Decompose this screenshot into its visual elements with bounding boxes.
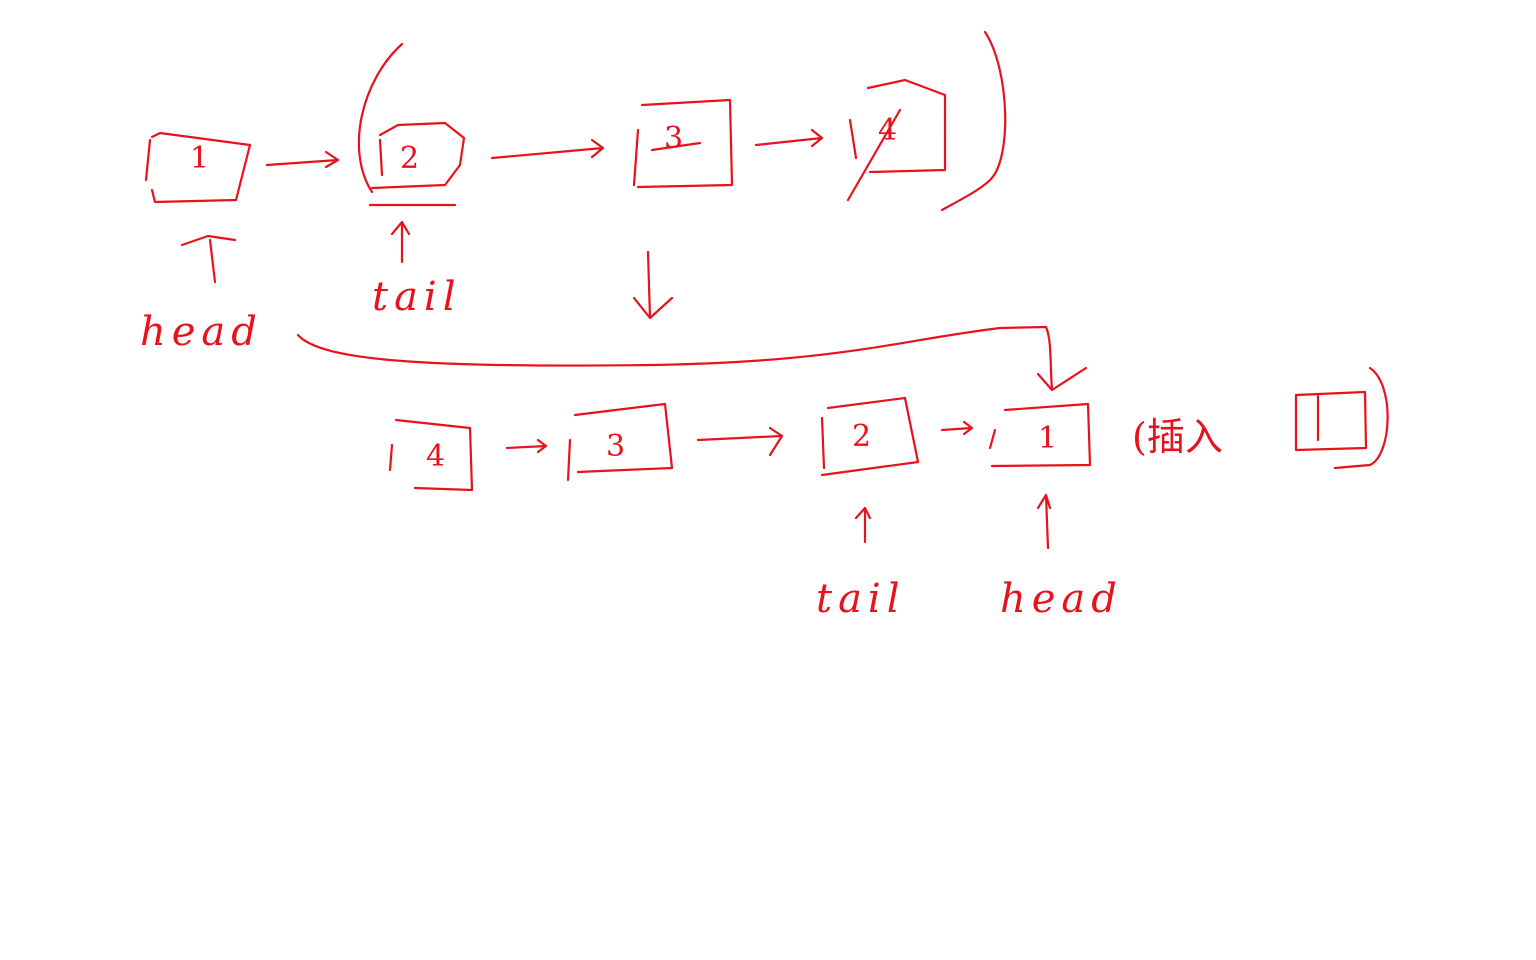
bottom-tail-label: tail <box>816 576 906 622</box>
group-bracket-left <box>357 42 404 194</box>
top-node-4-value: 4 <box>878 113 897 148</box>
bottom-node-1: 1 <box>988 402 1092 468</box>
transform-arrow-down <box>632 250 674 320</box>
top-node-4: 4 <box>846 78 947 202</box>
bottom-node-2-value: 2 <box>852 419 871 454</box>
top-arrow-1-2 <box>265 150 340 169</box>
top-node-2: 2 <box>368 121 466 207</box>
bottom-head-arrow <box>1036 493 1052 550</box>
bottom-node-3: 3 <box>566 402 674 482</box>
top-node-2-box <box>368 121 466 207</box>
bottom-arrow-3-2 <box>696 426 784 457</box>
bottom-node-1-value: 1 <box>1038 421 1057 456</box>
top-arrow-2-3 <box>490 138 605 160</box>
bottom-node-3-value: 3 <box>606 429 625 464</box>
top-node-3-box <box>632 98 734 189</box>
bottom-node-4: 4 <box>388 418 474 492</box>
bottom-node-4-value: 4 <box>426 439 445 474</box>
bottom-node-1-box <box>988 402 1092 468</box>
group-bracket-right <box>940 30 1007 212</box>
top-tail-label: tail <box>372 274 462 320</box>
bottom-tail-arrow <box>854 506 872 544</box>
top-node-1-box <box>144 131 252 204</box>
insert-note: (插入 <box>1132 415 1223 459</box>
top-node-2-value: 2 <box>400 141 419 176</box>
bottom-node-3-box <box>566 402 674 482</box>
bottom-node-2-box <box>820 396 920 477</box>
top-arrow-3-4 <box>754 128 824 148</box>
insert-note-box <box>1294 390 1368 452</box>
head-move-curve <box>296 325 1088 392</box>
insert-note-bracket <box>1333 366 1389 470</box>
top-node-3: 3 <box>632 98 734 189</box>
top-node-1: 1 <box>144 131 252 204</box>
top-node-1-value: 1 <box>190 141 209 176</box>
bottom-node-2: 2 <box>820 396 920 477</box>
bottom-head-label: head <box>1000 576 1123 622</box>
top-head-label: head <box>140 309 263 355</box>
bottom-arrow-2-1 <box>940 420 974 436</box>
bottom-node-4-box <box>388 418 474 492</box>
top-tail-arrow <box>390 220 411 264</box>
top-node-4-box <box>846 78 947 202</box>
top-node-3-value: 3 <box>664 121 683 156</box>
bottom-arrow-4-3 <box>505 438 548 454</box>
top-head-arrow <box>180 234 237 284</box>
